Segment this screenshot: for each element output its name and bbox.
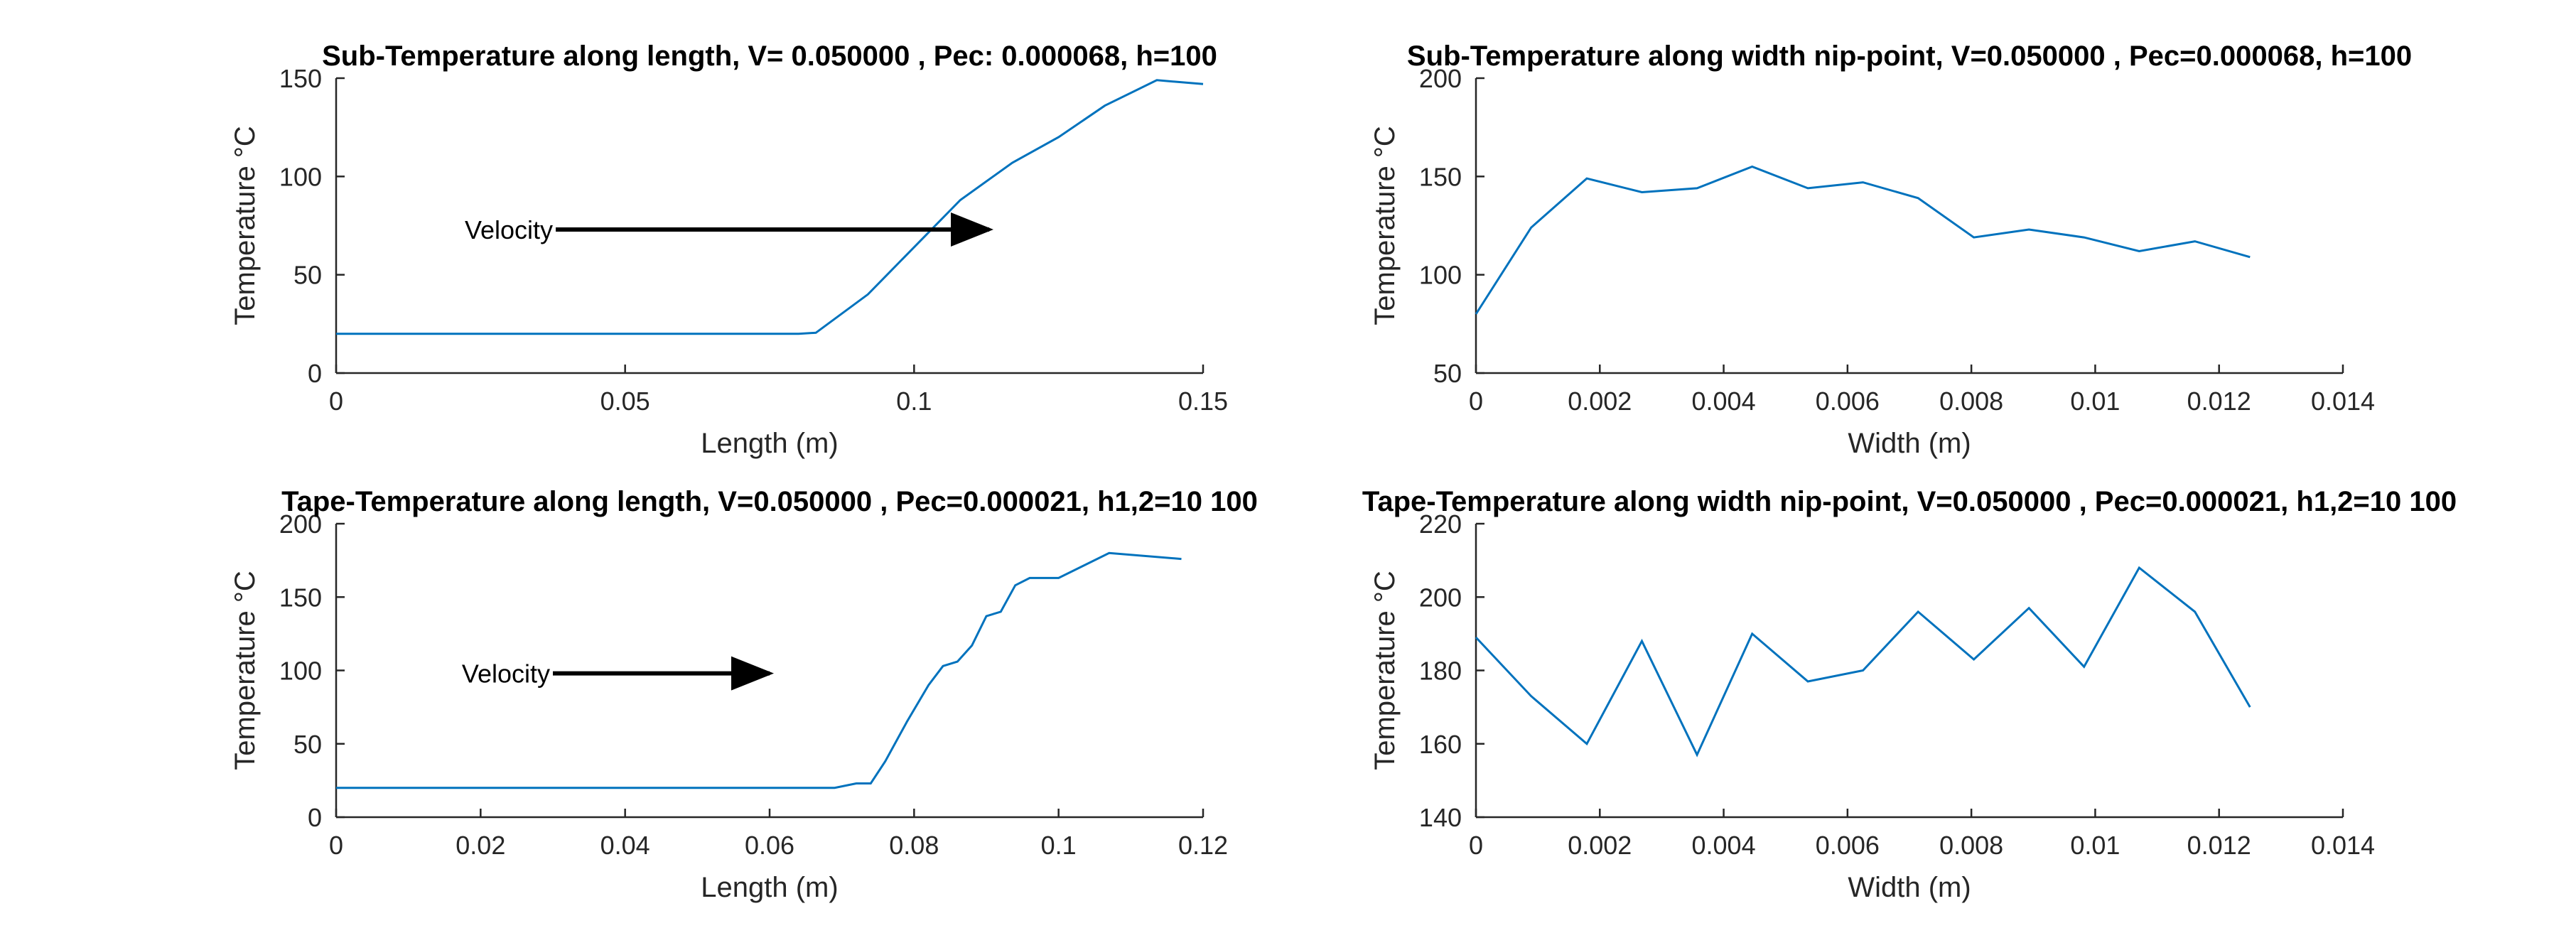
- y-tick-label: 150: [1419, 162, 1462, 191]
- x-tick-label: 0.05: [600, 387, 650, 416]
- chart-3: 0 0.02 0.04 0.06 0.08 0.1 0.12 0 50 100 150 200Tape…: [230, 486, 1258, 903]
- x-tick-label: 0.002: [1568, 831, 1632, 860]
- x-tick-label: 0.08: [889, 831, 939, 860]
- y-tick-label: 160: [1419, 730, 1462, 759]
- y-tick-label: 140: [1419, 803, 1462, 832]
- x-tick-label: 0.1: [896, 387, 932, 416]
- chart-title: Tape-Temperature along length, V=0.05000…: [281, 486, 1258, 517]
- x-tick-label: 0.04: [600, 831, 650, 860]
- y-tick-label: 0: [308, 359, 322, 388]
- chart-title: Sub-Temperature along length, V= 0.05000…: [322, 41, 1217, 72]
- x-tick-label: 0.01: [2070, 831, 2120, 860]
- y-tick-label: 100: [279, 162, 322, 191]
- x-axis-label: Width (m): [1848, 428, 1971, 459]
- x-axis-label: Length (m): [701, 872, 838, 903]
- x-axis-label: Width (m): [1848, 872, 1971, 903]
- y-axis-label: Temperature °C: [230, 571, 261, 770]
- series-line: [1475, 165, 2251, 315]
- velocity-label: Velocity: [465, 215, 553, 244]
- x-tick-label: 0.15: [1178, 387, 1228, 416]
- chart-title: Sub-Temperature along width nip-point, V…: [1407, 41, 2412, 72]
- y-axis-label: Temperature °C: [230, 126, 261, 325]
- series-line: [336, 79, 1204, 335]
- y-axis-label: Temperature °C: [1369, 126, 1401, 325]
- x-tick-label: 0.008: [1939, 831, 2003, 860]
- x-tick-label: 0.006: [1816, 831, 1880, 860]
- chart-title: Tape-Temperature along width nip-point, …: [1362, 486, 2457, 517]
- y-tick-label: 220: [1419, 509, 1462, 539]
- x-tick-label: 0: [329, 387, 343, 416]
- x-tick-label: 0.004: [1692, 831, 1756, 860]
- y-axis-label: Temperature °C: [1369, 571, 1401, 770]
- y-tick-label: 150: [279, 583, 322, 612]
- y-tick-label: 0: [308, 803, 322, 832]
- y-tick-label: 150: [279, 64, 322, 93]
- velocity-label: Velocity: [462, 659, 550, 689]
- y-tick-label: 180: [1419, 657, 1462, 686]
- x-tick-label: 0.012: [2187, 387, 2251, 416]
- series-line: [336, 551, 1182, 789]
- x-tick-label: 0: [329, 831, 343, 860]
- x-tick-label: 0.002: [1568, 387, 1632, 416]
- x-tick-label: 0.1: [1041, 831, 1077, 860]
- x-tick-label: 0: [1469, 387, 1483, 416]
- x-axis-label: Length (m): [701, 428, 838, 459]
- chart-4: 0 0.002 0.004 0.006 0.008 0.01 0.012 0.014 140 16…: [1362, 486, 2457, 903]
- x-tick-label: 0.01: [2070, 387, 2120, 416]
- series-line: [1475, 566, 2251, 757]
- y-tick-label: 50: [1433, 359, 1462, 388]
- x-tick-label: 0.014: [2311, 387, 2375, 416]
- x-tick-label: 0: [1469, 831, 1483, 860]
- x-tick-label: 0.014: [2311, 831, 2375, 860]
- y-tick-label: 50: [293, 261, 322, 290]
- chart-2: 0 0.002 0.004 0.006 0.008 0.01 0.012 0.014 50 100…: [1369, 41, 2412, 459]
- y-tick-label: 200: [279, 509, 322, 539]
- x-tick-label: 0.008: [1939, 387, 2003, 416]
- x-tick-label: 0.12: [1178, 831, 1228, 860]
- x-tick-label: 0.02: [456, 831, 505, 860]
- y-tick-label: 100: [1419, 261, 1462, 290]
- y-tick-label: 200: [1419, 64, 1462, 93]
- x-tick-label: 0.06: [745, 831, 794, 860]
- x-tick-label: 0.004: [1692, 387, 1756, 416]
- x-tick-label: 0.012: [2187, 831, 2251, 860]
- y-tick-label: 50: [293, 730, 322, 759]
- y-tick-label: 200: [1419, 583, 1462, 612]
- y-tick-label: 100: [279, 657, 322, 686]
- x-tick-label: 0.006: [1816, 387, 1880, 416]
